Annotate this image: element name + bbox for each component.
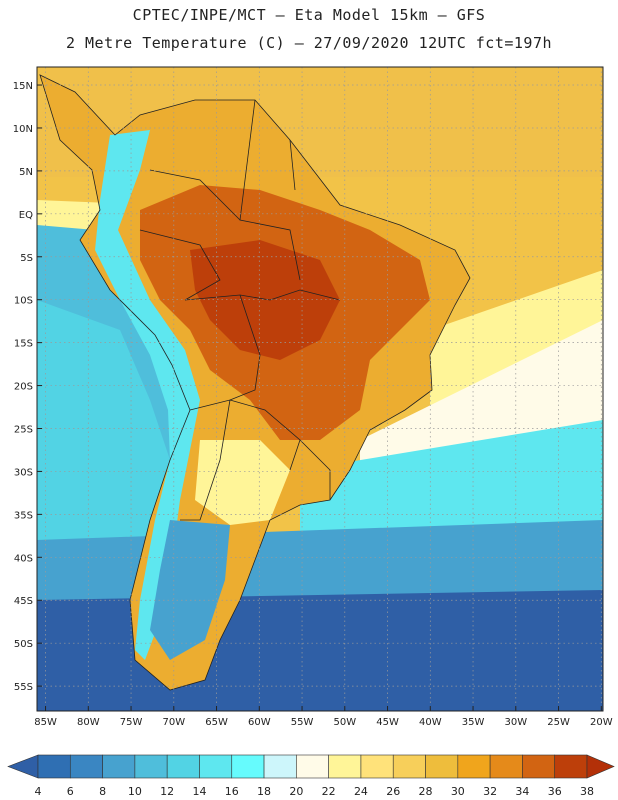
map-frame bbox=[36, 66, 604, 712]
lat-label: 15N bbox=[13, 81, 33, 92]
lon-label: 35W bbox=[462, 717, 485, 728]
colorbar-swatch bbox=[69, 754, 103, 779]
colorbar-label: 20 bbox=[289, 785, 303, 798]
lon-label: 50W bbox=[333, 717, 356, 728]
colorbar-min-arrow bbox=[7, 754, 39, 779]
lat-label: 15S bbox=[14, 339, 33, 350]
interior-hottest-zone bbox=[190, 240, 340, 360]
lon-label: 60W bbox=[248, 717, 271, 728]
colorbar-max-arrow bbox=[586, 754, 615, 779]
lon-label: 45W bbox=[376, 717, 399, 728]
colorbar-swatch bbox=[360, 754, 394, 779]
colorbar-swatch bbox=[328, 754, 362, 779]
lat-label: 10S bbox=[14, 296, 33, 307]
colorbar-swatch bbox=[134, 754, 168, 779]
longitude-axis: 85W 80W 75W 70W 65W 60W 55W 50W 45W 40W 35W 30W 25W 2… bbox=[34, 706, 613, 728]
colorbar-label: 28 bbox=[419, 785, 433, 798]
colorbar-swatch bbox=[166, 754, 200, 779]
lat-label: 30S bbox=[14, 467, 33, 478]
colorbar-labels: 4 6 8 10 12 14 16 18 20 22 24 26 28 30 32 34 36 38 bbox=[35, 785, 595, 798]
colorbar-label: 38 bbox=[580, 785, 594, 798]
latitude-axis: 15N 10N 5N EQ 5S 10S 15S 20S 25S 30S 35S 40S 45S 50S 5… bbox=[13, 81, 42, 693]
lon-label: 65W bbox=[205, 717, 228, 728]
lon-label: 30W bbox=[504, 717, 527, 728]
lon-label: 80W bbox=[77, 717, 100, 728]
colorbar-swatch bbox=[457, 754, 491, 779]
colorbar-swatch bbox=[102, 754, 136, 779]
colorbar-label: 36 bbox=[548, 785, 562, 798]
colorbar-swatch bbox=[554, 754, 588, 779]
colorbar-swatch bbox=[425, 754, 459, 779]
lat-label: 5N bbox=[19, 167, 33, 178]
colorbar-label: 8 bbox=[99, 785, 106, 798]
lon-label: 20W bbox=[590, 717, 613, 728]
colorbar-label: 26 bbox=[386, 785, 400, 798]
colorbar-swatch bbox=[231, 754, 265, 779]
colorbar-swatch bbox=[392, 754, 426, 779]
graticule bbox=[37, 67, 603, 711]
colorbar-swatch bbox=[263, 754, 297, 779]
lat-label: 25S bbox=[14, 424, 33, 435]
colorbar-label: 32 bbox=[483, 785, 497, 798]
pampas-mild-zone bbox=[195, 440, 290, 525]
colorbar-label: 10 bbox=[128, 785, 142, 798]
lat-label: 35S bbox=[14, 510, 33, 521]
lat-label: EQ bbox=[19, 210, 33, 221]
colorbar-label: 4 bbox=[35, 785, 42, 798]
lat-label: 55S bbox=[14, 682, 33, 693]
patagonia-cold-zone bbox=[150, 520, 230, 660]
lon-label: 75W bbox=[120, 717, 143, 728]
colorbar-label: 6 bbox=[67, 785, 74, 798]
colorbar-label: 16 bbox=[225, 785, 239, 798]
lon-label: 85W bbox=[34, 717, 57, 728]
map-field bbox=[37, 67, 603, 711]
ocean-polar-band bbox=[37, 590, 603, 711]
lon-label: 70W bbox=[162, 717, 185, 728]
lat-label: 20S bbox=[14, 382, 33, 393]
colorbar-label: 34 bbox=[515, 785, 529, 798]
colorbar-label: 18 bbox=[257, 785, 271, 798]
colorbar bbox=[7, 754, 615, 779]
lat-label: 40S bbox=[14, 553, 33, 564]
lon-label: 40W bbox=[419, 717, 442, 728]
colorbar-swatch bbox=[522, 754, 556, 779]
colorbar-label: 24 bbox=[354, 785, 368, 798]
lat-label: 45S bbox=[14, 596, 33, 607]
lat-label: 5S bbox=[20, 253, 33, 264]
colorbar-swatch bbox=[296, 754, 329, 779]
lat-label: 10N bbox=[13, 124, 33, 135]
colorbar-swatch bbox=[37, 754, 71, 779]
lon-label: 25W bbox=[547, 717, 570, 728]
colorbar-label: 12 bbox=[160, 785, 174, 798]
map-title-line1: CPTEC/INPE/MCT – Eta Model 15km – GFS bbox=[132, 6, 486, 24]
map-title-line2: 2 Metre Temperature (C) – 27/09/2020 12U… bbox=[65, 34, 553, 52]
colorbar-swatch bbox=[489, 754, 523, 779]
lat-label: 50S bbox=[14, 639, 33, 650]
country-borders bbox=[39, 74, 471, 691]
colorbar-swatch bbox=[199, 754, 233, 779]
lon-label: 55W bbox=[291, 717, 314, 728]
colorbar-label: 30 bbox=[451, 785, 465, 798]
colorbar-label: 22 bbox=[322, 785, 336, 798]
colorbar-label: 14 bbox=[192, 785, 206, 798]
ocean-pacific-mid bbox=[37, 300, 175, 560]
